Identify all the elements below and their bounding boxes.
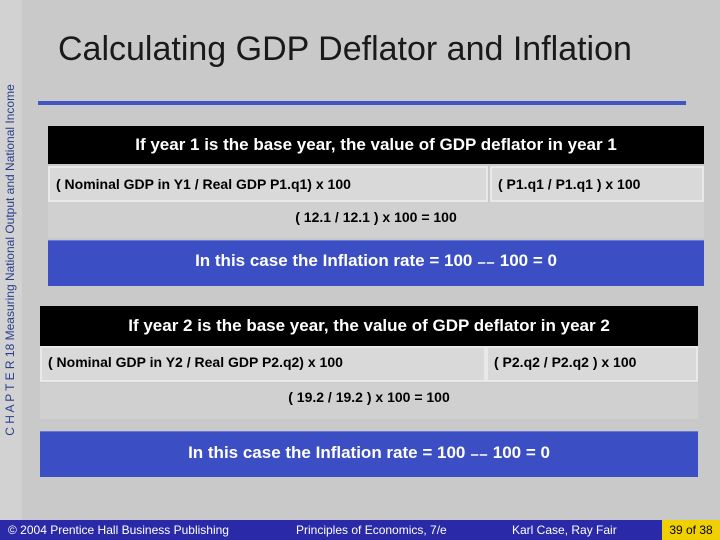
section2-inflation: In this case the Inflation rate = 100 ₋₋… xyxy=(40,431,698,477)
section1-header: If year 1 is the base year, the value of… xyxy=(48,126,704,164)
page-number-badge: 39 of 38 xyxy=(662,520,720,540)
section1-result: ( 12.1 / 12.1 ) x 100 = 100 xyxy=(48,202,704,238)
footer-authors: Karl Case, Ray Fair xyxy=(512,523,617,537)
chapter-label: C H A P T E R 18 Measuring National Outp… xyxy=(3,84,17,436)
section1-formula-left: ( Nominal GDP in Y1 / Real GDP P1.q1) x … xyxy=(48,166,488,202)
section2-header: If year 2 is the base year, the value of… xyxy=(40,306,698,346)
title-divider xyxy=(38,101,686,105)
section1-inflation: In this case the Inflation rate = 100 ₋₋… xyxy=(48,240,704,286)
footer-copyright: © 2004 Prentice Hall Business Publishing xyxy=(8,523,229,537)
slide-title: Calculating GDP Deflator and Inflation xyxy=(58,30,632,68)
section1-formula-right: ( P1.q1 / P1.q1 ) x 100 xyxy=(490,166,704,202)
chapter-sidebar: C H A P T E R 18 Measuring National Outp… xyxy=(0,0,22,520)
section2-result: ( 19.2 / 19.2 ) x 100 = 100 xyxy=(40,383,698,419)
section2-formula-left: ( Nominal GDP in Y2 / Real GDP P2.q2) x … xyxy=(40,346,486,382)
section2-formula-right: ( P2.q2 / P2.q2 ) x 100 xyxy=(486,346,698,382)
footer-bar: © 2004 Prentice Hall Business Publishing… xyxy=(0,520,720,540)
footer-book-title: Principles of Economics, 7/e xyxy=(296,523,447,537)
